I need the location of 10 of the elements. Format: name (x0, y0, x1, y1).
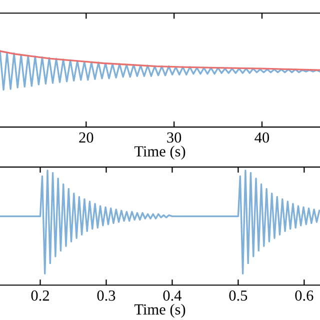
x-tick-label: 0.4 (163, 290, 182, 301)
x-axis-title: Time (s) (134, 304, 186, 318)
x-tick-label: 30 (167, 132, 182, 143)
x-tick-label: 0.3 (97, 290, 116, 301)
x-tick-label: 20 (79, 132, 94, 143)
x-tick-label: 40 (254, 132, 270, 143)
x-tick-label: 0.2 (31, 290, 49, 301)
x-tick-label: 0.5 (229, 290, 248, 301)
x-axis-title: Time (s) (134, 146, 186, 160)
x-tick-label: 0.6 (295, 290, 314, 301)
